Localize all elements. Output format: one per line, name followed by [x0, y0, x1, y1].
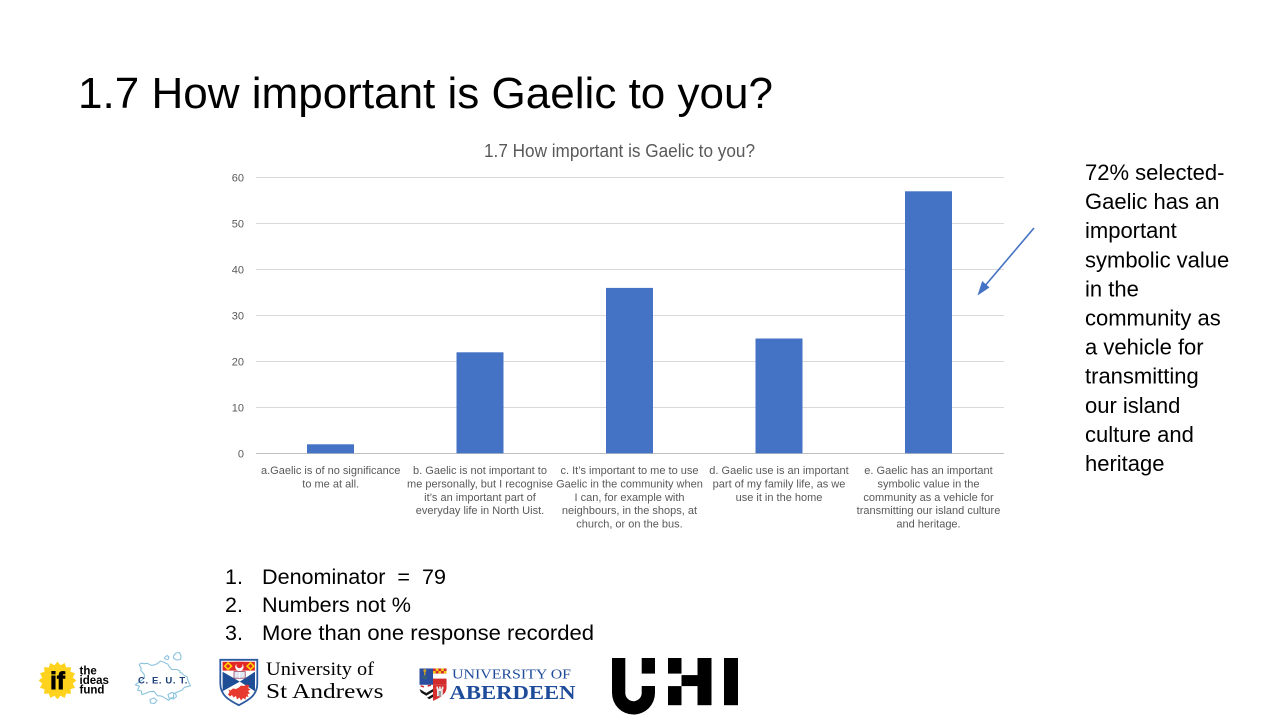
- svg-text:10: 10: [232, 403, 244, 415]
- svg-text:ABERDEEN: ABERDEEN: [450, 682, 576, 704]
- svg-text:University of: University of: [266, 659, 375, 680]
- svg-text:the: the: [80, 666, 97, 678]
- svg-text:20: 20: [232, 357, 244, 369]
- svg-text:Numbers not %: Numbers not %: [262, 593, 411, 617]
- svg-text:b. Gaelic is not important tom: b. Gaelic is not important to me personal…: [407, 465, 553, 517]
- svg-text:1.7 How important is Gaelic to: 1.7 How important is Gaelic to you?: [484, 141, 755, 161]
- svg-text:0: 0: [238, 449, 244, 461]
- svg-text:More than one response recorde: More than one response recorded: [262, 621, 594, 645]
- svg-text:C. E. U. T.: C. E. U. T.: [138, 676, 188, 687]
- svg-text:a.Gaelic is of no significance: a.Gaelic is of no significance to me at a…: [261, 465, 400, 490]
- svg-text:2.: 2.: [225, 593, 243, 617]
- svg-text:Denominator = 79: Denominator = 79: [262, 565, 446, 589]
- svg-text:3.: 3.: [225, 621, 243, 645]
- svg-text:ideas: ideas: [80, 675, 109, 687]
- svg-text:50: 50: [232, 219, 244, 231]
- svg-text:c. It’s important to me to use: c. It’s important to me to use Gaelic in …: [556, 465, 703, 531]
- svg-text:if: if: [50, 668, 66, 695]
- svg-text:St Andrews: St Andrews: [266, 679, 384, 703]
- svg-text:60: 60: [232, 173, 244, 185]
- svg-text:fund: fund: [80, 685, 105, 697]
- svg-text:40: 40: [232, 265, 244, 277]
- svg-text:30: 30: [232, 311, 244, 323]
- svg-text:UNIVERSITY OF: UNIVERSITY OF: [452, 667, 572, 682]
- svg-text:1.: 1.: [225, 565, 243, 589]
- svg-text:1.7 How important is Gaelic to: 1.7 How important is Gaelic to you?: [78, 69, 773, 118]
